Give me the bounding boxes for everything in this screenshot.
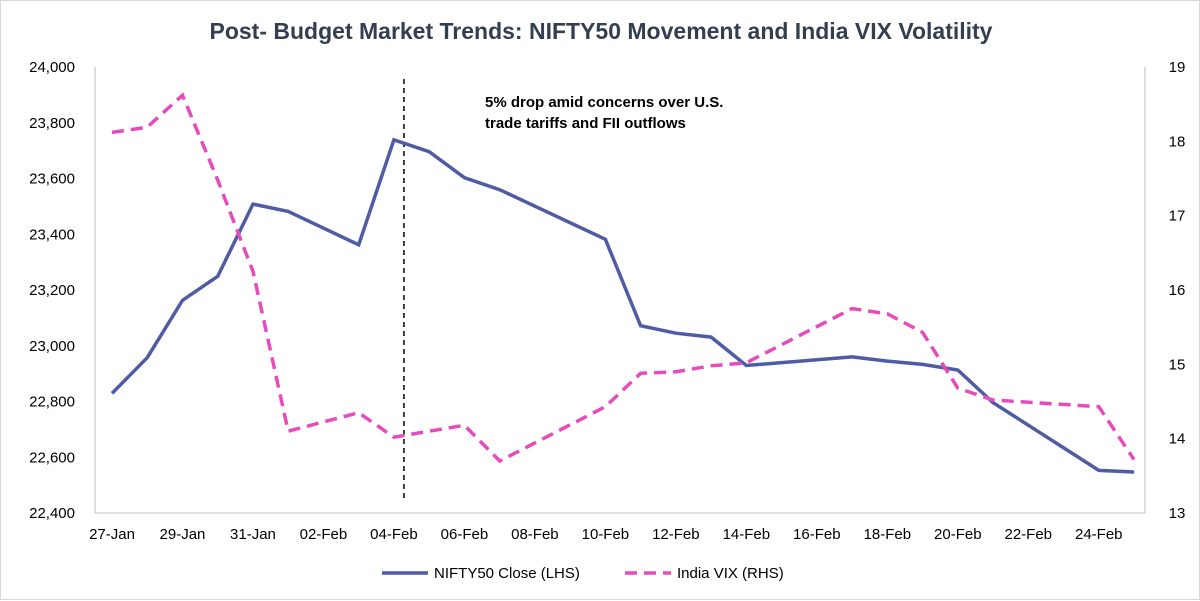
x-tick-label: 18-Feb [864, 526, 912, 543]
chart-title: Post- Budget Market Trends: NIFTY50 Move… [210, 18, 993, 44]
series-lines [110, 92, 1136, 474]
y-left-tick-label: 23,400 [29, 226, 75, 243]
y-left-tick-label: 23,200 [29, 282, 75, 299]
x-tick-labels: 27-Jan 29-Jan 31-Jan 02-Feb 04-Feb 06-Feb 08-F… [89, 526, 1122, 543]
x-tick-label: 08-Feb [511, 526, 559, 543]
x-tick-label: 14-Feb [723, 526, 771, 543]
nifty50-series-line [110, 137, 1135, 474]
x-tick-label: 27-Jan [89, 526, 135, 543]
y-right-tick-label: 17 [1169, 208, 1186, 225]
x-tick-label: 16-Feb [793, 526, 841, 543]
x-tick-label: 12-Feb [652, 526, 700, 543]
annotation-line-2: trade tariffs and FII outflows [485, 115, 686, 132]
x-tick-label: 22-Feb [1005, 526, 1053, 543]
y-left-tick-label: 22,600 [29, 449, 75, 466]
y-right-tick-labels: 13 14 15 16 17 18 19 [1169, 59, 1186, 522]
y-left-tick-label: 23,000 [29, 338, 75, 355]
x-tick-label: 10-Feb [582, 526, 630, 543]
x-tick-label: 04-Feb [370, 526, 418, 543]
y-left-tick-label: 22,800 [29, 394, 75, 411]
x-tick-label: 06-Feb [441, 526, 489, 543]
x-tick-label: 24-Feb [1075, 526, 1123, 543]
y-right-tick-label: 13 [1169, 505, 1186, 522]
legend-label-vix: India VIX (RHS) [677, 565, 784, 582]
y-left-tick-labels: 22,400 22,600 22,800 23,000 23,200 23,400 23,6… [29, 59, 75, 522]
y-right-tick-label: 19 [1169, 59, 1186, 76]
legend-label-nifty: NIFTY50 Close (LHS) [434, 565, 580, 582]
y-right-tick-label: 16 [1169, 282, 1186, 299]
y-right-tick-label: 18 [1169, 133, 1186, 150]
x-tick-label: 29-Jan [160, 526, 206, 543]
annotation: 5% drop amid concerns over U.S. trade ta… [485, 94, 723, 132]
y-right-tick-label: 14 [1169, 431, 1186, 448]
x-tick-label: 31-Jan [230, 526, 276, 543]
y-right-tick-label: 15 [1169, 356, 1186, 373]
x-tick-label: 20-Feb [934, 526, 982, 543]
y-left-tick-label: 23,800 [29, 115, 75, 132]
x-tick-label: 02-Feb [300, 526, 348, 543]
india-vix-series-line [111, 92, 1136, 464]
legend: NIFTY50 Close (LHS) India VIX (RHS) [382, 565, 784, 582]
y-left-tick-label: 23,600 [29, 171, 75, 188]
annotation-line-1: 5% drop amid concerns over U.S. [485, 94, 723, 111]
axes [94, 67, 1146, 514]
y-left-tick-label: 24,000 [29, 59, 75, 76]
y-left-tick-label: 22,400 [29, 505, 75, 522]
